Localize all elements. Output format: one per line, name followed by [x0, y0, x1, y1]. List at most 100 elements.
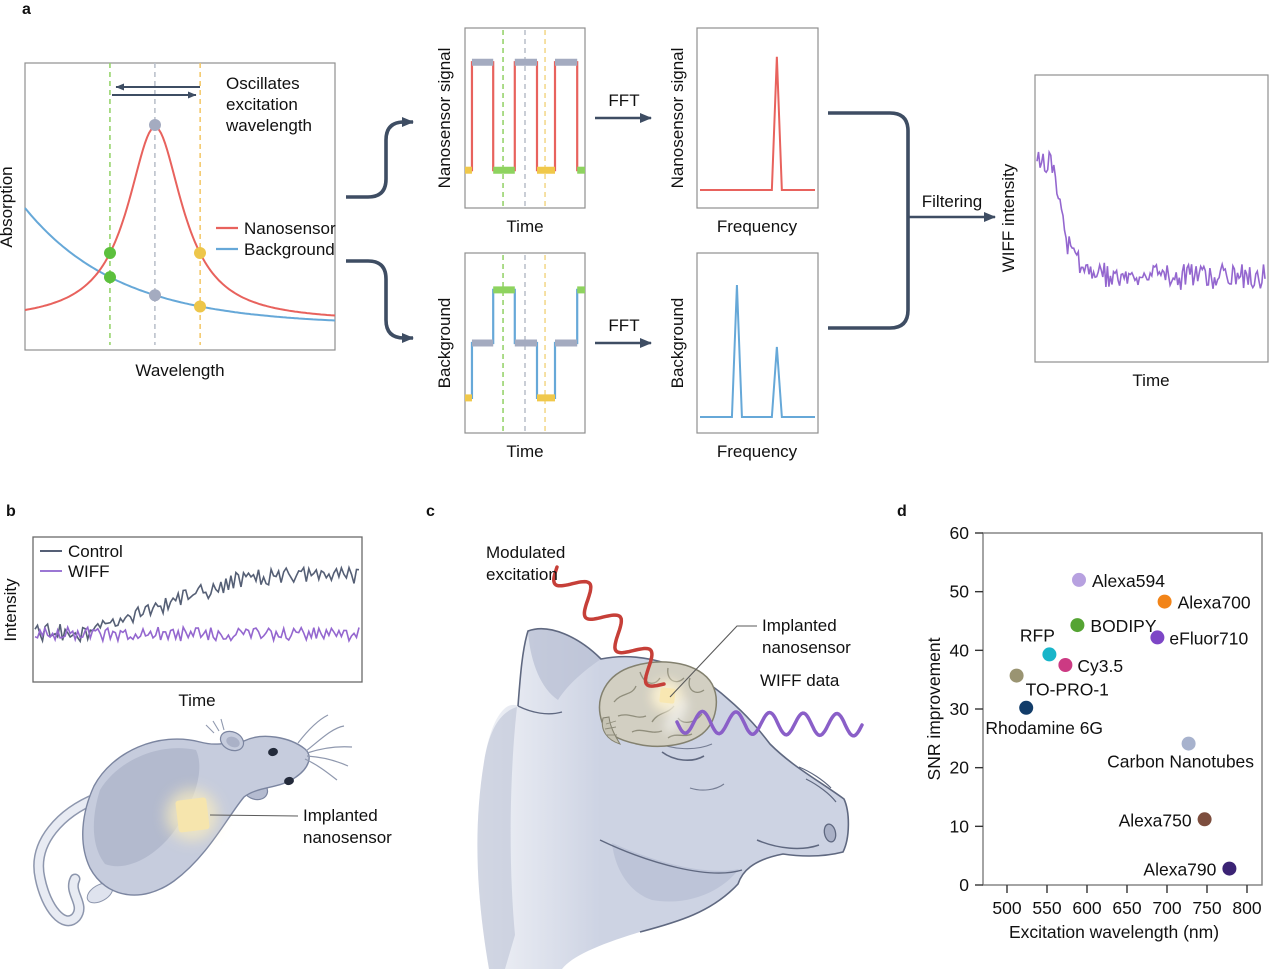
scatter-label-Alexa594: Alexa594 — [1092, 571, 1165, 591]
fft-label-top: FFT — [608, 91, 639, 110]
scatter-xlabel: Excitation wavelength (nm) — [1009, 922, 1219, 942]
background-time-frame — [464, 252, 586, 434]
absorption-xlabel: Wavelength — [135, 361, 224, 380]
wiff-xlabel: Time — [1132, 371, 1169, 390]
pig-neck-shading — [477, 707, 517, 969]
background-freq-xlabel: Frequency — [717, 442, 798, 461]
scatter-content: 500 550 600 650 700 750 800 0 10 20 30 40 50 60 Alexa5… — [950, 523, 1262, 918]
pig-brain — [598, 661, 718, 748]
mouse-tail — [34, 794, 101, 925]
background-time-wave — [465, 255, 585, 431]
mouse-front-paw — [205, 718, 225, 734]
nanosensor-curve — [24, 125, 336, 317]
y-tick-label: 40 — [950, 640, 970, 660]
panel-c-waves — [552, 565, 864, 738]
mouse-illustration: Implanted nanosensor — [33, 714, 392, 927]
scatter-point-Alexa790 — [1222, 861, 1237, 876]
scatter-point-Carbon Nanotubes — [1181, 736, 1196, 751]
background-freq-ylabel: Background — [668, 298, 687, 389]
x-tick-label: 800 — [1232, 898, 1261, 918]
scatter-label-BODIPY: BODIPY — [1090, 616, 1156, 636]
scatter-label-Alexa750: Alexa750 — [1119, 810, 1192, 830]
panel-b-ylabel: Intensity — [1, 578, 20, 642]
scatter-label-Cy3.5: Cy3.5 — [1077, 656, 1123, 676]
scatter-point-BODIPY — [1070, 618, 1085, 633]
nanosensor-freq-plot: Nanosensor signal Frequency — [668, 27, 819, 236]
pig-ear-crease — [517, 705, 563, 715]
background-time-ylabel: Background — [435, 298, 454, 389]
frequency-spectrum — [700, 285, 815, 418]
background-time-plot: Background Time — [435, 252, 586, 461]
filtering: Filtering — [908, 192, 996, 222]
wiff-trace — [34, 624, 360, 644]
excitation-dot — [104, 271, 116, 284]
pig-implanted-nanosensor-patch — [659, 687, 676, 704]
y-tick-label: 0 — [959, 875, 969, 895]
pig-patch-beam — [664, 697, 688, 735]
excitation-dot — [104, 247, 116, 260]
nanosensor-freq-ylabel: Nanosensor signal — [668, 48, 687, 189]
x-tick-label: 750 — [1192, 898, 1221, 918]
mouse-eye-right — [284, 776, 294, 786]
wiff-trace — [1036, 149, 1266, 290]
nanosensor-time-wave — [465, 30, 585, 206]
modulated-excitation-wave — [552, 565, 666, 688]
wiff-data-label: WIFF data — [760, 671, 840, 690]
pig-jaw-line — [599, 839, 743, 874]
frequency-spectrum — [700, 56, 815, 191]
excitation-dot — [149, 119, 161, 131]
mouse-back-shading — [93, 748, 200, 867]
scatter-label-Alexa790: Alexa790 — [1143, 860, 1216, 880]
legend-label-background: Background — [244, 240, 335, 259]
scatter-point-eFluor710 — [1150, 630, 1165, 645]
pig-mouth-line — [756, 839, 820, 850]
panel-label-c: c — [426, 503, 435, 520]
x-tick-label: 700 — [1152, 898, 1181, 918]
pig-ear-inner — [528, 628, 601, 700]
x-tick-label: 500 — [992, 898, 1021, 918]
scatter-point-Cy3.5 — [1058, 658, 1073, 672]
absorption-plot-frame — [24, 62, 336, 351]
background-freq-frame — [696, 252, 819, 434]
mouse-label-pointer-line — [209, 814, 299, 817]
mouse-label-line2: nanosensor — [303, 828, 392, 847]
pig-illustration: Modulated excitation Implanted nanosenso… — [477, 543, 864, 969]
pig-implanted-label-line2: nanosensor — [762, 638, 851, 657]
legend-label-control: Control — [68, 542, 123, 561]
pig-snout-creases — [798, 766, 837, 803]
mouse-implanted-nanosensor-patch — [175, 797, 210, 833]
x-tick-label: 600 — [1072, 898, 1101, 918]
excitation-dot — [194, 247, 206, 260]
scatter-ylabel: SNR improvement — [924, 637, 944, 780]
pig-implanted-label-line1: Implanted — [762, 616, 837, 635]
wiff-ylabel: WIFF intensity — [999, 163, 1018, 272]
y-tick-label: 60 — [950, 523, 970, 543]
pig-head-silhouette — [477, 628, 849, 969]
mouse-label-line1: Implanted — [303, 806, 378, 825]
wiff-data-wave — [675, 709, 864, 738]
background-freq-plot: Background Frequency — [668, 252, 819, 461]
snr-scatter-plot: 500 550 600 650 700 750 800 0 10 20 30 40 50 60 Alexa5… — [924, 523, 1263, 942]
nanosensor-time-plot: Nanosensor signal Time — [435, 27, 586, 236]
scatter-point-Alexa594 — [1072, 572, 1086, 587]
scatter-point-TO-PRO-1 — [1009, 668, 1024, 683]
background-curve — [24, 207, 336, 322]
excitation-dot — [194, 300, 206, 313]
modulated-excitation-line2: excitation — [486, 565, 558, 584]
scatter-point-Alexa750 — [1197, 812, 1212, 827]
scatter-point-Rhodamine 6G — [1019, 700, 1034, 715]
wiff-plot-frame — [1034, 74, 1269, 363]
y-tick-label: 50 — [950, 582, 970, 602]
pig-outline — [517, 627, 850, 933]
nanosensor-time-xlabel: Time — [506, 217, 543, 236]
oscillation-annotation-line3: wavelength — [225, 116, 312, 135]
pig-nostril — [823, 823, 837, 843]
y-tick-label: 30 — [950, 699, 970, 719]
oscillation-annotation-line1: Oscillates — [226, 74, 300, 93]
scatter-label-Alexa700: Alexa700 — [1178, 593, 1251, 613]
wiff-intensity-plot: WIFF intensity Time — [999, 74, 1269, 390]
nanosensor-freq-frame — [696, 27, 819, 209]
scatter-point-RFP — [1042, 647, 1057, 662]
panel-label-d: d — [897, 503, 907, 520]
